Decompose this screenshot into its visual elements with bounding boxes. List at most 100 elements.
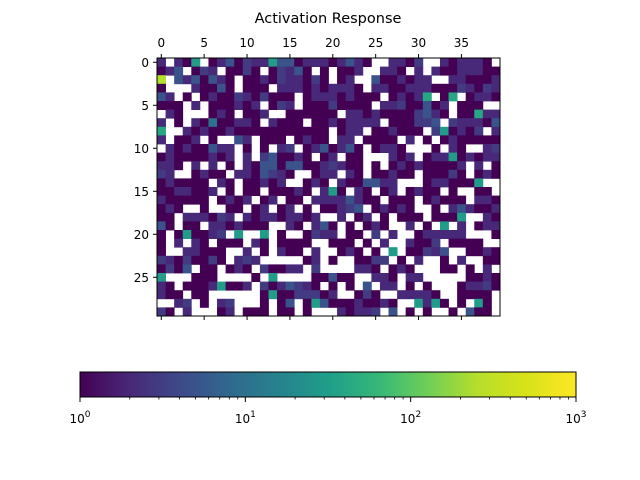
heatmap-cell — [414, 238, 424, 248]
heatmap-cell — [482, 169, 492, 179]
heatmap-cell — [397, 75, 407, 85]
heatmap-cell — [268, 126, 278, 136]
heatmap-cell — [414, 290, 424, 300]
heatmap-cell — [448, 161, 458, 171]
heatmap-cell — [294, 118, 304, 128]
heatmap-cell — [388, 109, 398, 119]
heatmap-cell — [242, 264, 252, 274]
heatmap-cell — [182, 178, 192, 188]
heatmap-cell — [165, 255, 175, 265]
heatmap-cell — [465, 109, 475, 119]
heatmap-cell — [405, 152, 415, 162]
heatmap-cell — [397, 101, 407, 110]
heatmap-cell — [397, 83, 407, 93]
heatmap-cell — [208, 161, 218, 171]
heatmap-cell — [491, 144, 501, 153]
heatmap-cell — [285, 187, 295, 196]
heatmap-cell — [251, 221, 261, 231]
heatmap-cell — [491, 255, 501, 265]
heatmap-cell — [354, 58, 364, 67]
heatmap-cell — [277, 230, 287, 239]
heatmap-cell — [362, 281, 372, 291]
heatmap-cell — [448, 92, 458, 102]
heatmap-cell — [354, 66, 364, 76]
heatmap-cell — [268, 118, 278, 128]
heatmap-cell — [302, 152, 312, 162]
x-axis-bottom-ticks — [160, 316, 462, 320]
heatmap-cell — [311, 58, 321, 67]
heatmap-cell — [191, 135, 201, 145]
y-tick-label: 5 — [141, 99, 149, 113]
heatmap-cell — [345, 307, 355, 317]
heatmap-cell — [302, 307, 312, 317]
heatmap-cell — [199, 212, 209, 222]
heatmap-cell — [465, 238, 475, 248]
heatmap-cell — [191, 58, 201, 67]
heatmap-cell — [268, 169, 278, 179]
heatmap-cell — [294, 109, 304, 119]
heatmap-cell — [182, 221, 192, 231]
heatmap-cell — [371, 169, 381, 179]
heatmap-cell — [285, 144, 295, 153]
heatmap-cell — [457, 144, 467, 153]
heatmap-cell — [482, 290, 492, 300]
heatmap-cell — [302, 161, 312, 171]
heatmap-cell — [165, 92, 175, 102]
heatmap-cell — [337, 66, 347, 76]
heatmap-cell — [345, 92, 355, 102]
heatmap-cell — [285, 212, 295, 222]
heatmap-cell — [465, 152, 475, 162]
heatmap-cell — [362, 58, 372, 67]
heatmap-cell — [379, 273, 389, 282]
heatmap-cell — [285, 161, 295, 171]
heatmap-cell — [319, 109, 329, 119]
heatmap-cell — [457, 230, 467, 239]
heatmap-cell — [191, 144, 201, 153]
heatmap-cell — [182, 281, 192, 291]
heatmap-cell — [311, 101, 321, 110]
heatmap-cell — [285, 83, 295, 93]
heatmap-cell — [345, 126, 355, 136]
heatmap-cell — [465, 290, 475, 300]
heatmap-cell — [354, 101, 364, 110]
heatmap-cell — [491, 66, 501, 76]
heatmap-cell — [242, 178, 252, 188]
heatmap-cell — [199, 187, 209, 196]
heatmap-cell — [259, 178, 269, 188]
heatmap-cell — [242, 135, 252, 145]
heatmap-cell — [345, 66, 355, 76]
heatmap-cell — [491, 195, 501, 205]
heatmap-cell — [217, 247, 226, 257]
heatmap-cell — [157, 83, 166, 93]
heatmap-cell — [431, 144, 441, 153]
heatmap-cell — [285, 126, 295, 136]
y-tick-label: 20 — [134, 228, 149, 242]
heatmap-cell — [465, 247, 475, 257]
heatmap-cell — [405, 273, 415, 282]
heatmap-cell — [422, 307, 432, 317]
heatmap-cell — [165, 204, 175, 214]
heatmap-cell — [482, 221, 492, 231]
heatmap-cell — [482, 255, 492, 265]
heatmap-cell — [422, 247, 432, 257]
heatmap-cell — [311, 255, 321, 265]
heatmap-cell — [345, 83, 355, 93]
heatmap-cell — [405, 307, 415, 317]
heatmap-cell — [251, 212, 261, 222]
heatmap-cell — [294, 281, 304, 291]
heatmap-cell — [431, 247, 441, 257]
heatmap-cell — [388, 247, 398, 257]
x-tick-label: 10 — [239, 36, 254, 50]
heatmap-cell — [242, 161, 252, 171]
heatmap-cell — [242, 75, 252, 85]
heatmap-cell — [448, 118, 458, 128]
heatmap-cell — [234, 101, 244, 110]
heatmap-cell — [302, 58, 312, 67]
heatmap-cell — [328, 83, 338, 93]
heatmap-cell — [182, 126, 192, 136]
heatmap-cell — [319, 273, 329, 282]
heatmap-cell — [397, 212, 407, 222]
plot-frame — [156, 57, 501, 317]
heatmap-cell — [474, 83, 484, 93]
heatmap-cell — [225, 307, 235, 317]
